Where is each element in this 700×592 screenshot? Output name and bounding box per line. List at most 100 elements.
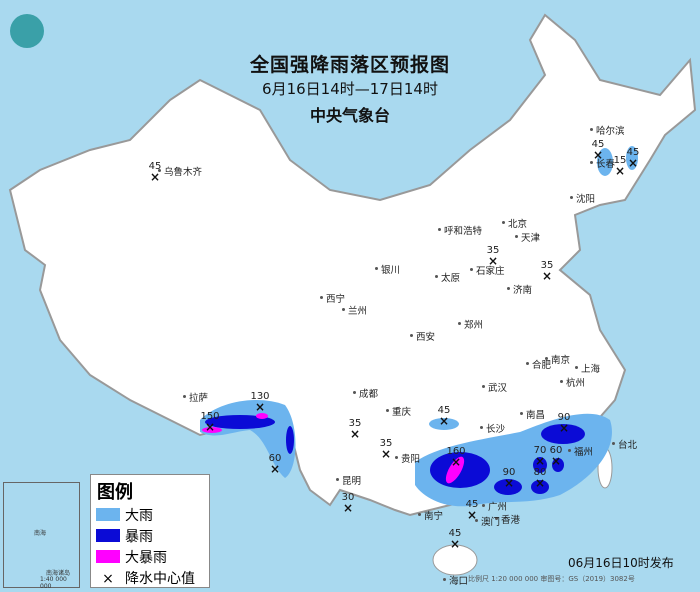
- city-label: 乌鲁木齐: [157, 164, 202, 178]
- city-label: 南昌: [519, 407, 545, 421]
- city-label: 哈尔滨: [590, 123, 625, 137]
- rain-center-marker: 150 ×: [200, 411, 220, 434]
- legend: 图例 大雨 暴雨 大暴雨 × 降水中心值: [90, 474, 210, 588]
- issuer: 中央气象台: [309, 106, 390, 125]
- cross-icon: ×: [349, 427, 361, 441]
- cross-icon: ×: [342, 501, 354, 515]
- city-label: 重庆: [385, 404, 411, 418]
- rain-center-value: 15: [613, 155, 627, 166]
- rain-center-value: 160: [446, 446, 466, 457]
- city-label: 太原: [434, 270, 460, 284]
- city-label: 上海: [574, 361, 600, 375]
- scale-note: 比例尺 1:20 000 000 审图号：GS（2019）3082号: [468, 575, 635, 583]
- rain-center-value: 45: [626, 147, 640, 158]
- city-label: 拉萨: [182, 390, 208, 404]
- cross-icon: ×: [149, 170, 161, 184]
- rain-center-value: 30: [341, 492, 355, 503]
- rain-center-value: 130: [250, 391, 270, 402]
- city-label: 沈阳: [569, 191, 595, 205]
- cross-icon: ×: [449, 537, 461, 551]
- legend-item-extreme-rainstorm: 大暴雨: [96, 546, 209, 567]
- city-label: 台北: [611, 437, 637, 451]
- rain-center-marker: 45 ×: [588, 139, 608, 162]
- rain-center-marker: 60 ×: [265, 453, 285, 476]
- rain-center-marker: 45 ×: [623, 147, 643, 170]
- rain-center-value: 35: [379, 438, 393, 449]
- rain-center-marker: 45 ×: [462, 499, 482, 522]
- city-label: 西宁: [319, 291, 345, 305]
- city-label: 福州: [567, 444, 593, 458]
- rain-center-value: 60: [549, 445, 563, 456]
- city-label: 香港: [494, 512, 520, 526]
- rain-center-marker: 30 ×: [338, 492, 358, 515]
- cross-icon: ×: [550, 454, 562, 468]
- rain-center-value: 45: [437, 405, 451, 416]
- inset-label: 南海诸岛: [46, 570, 71, 577]
- cross-icon: ×: [487, 254, 499, 268]
- cross-icon: ×: [204, 420, 216, 434]
- rain-center-marker: 35 ×: [345, 418, 365, 441]
- cross-icon: ×: [380, 447, 392, 461]
- rain-center-value: 80: [533, 467, 547, 478]
- rain-center-value: 45: [448, 528, 462, 539]
- rain-center-value: 60: [268, 453, 282, 464]
- city-label: 广州: [481, 499, 507, 513]
- legend-title: 图例: [97, 482, 133, 503]
- rain-center-marker: 160 ×: [446, 446, 466, 469]
- city-label: 银川: [374, 262, 400, 276]
- rain-center-marker: 45 ×: [145, 161, 165, 184]
- city-label: 济南: [506, 282, 532, 296]
- city-label: 武汉: [481, 380, 507, 394]
- inset-scale: 1:40 000 000: [40, 576, 67, 590]
- south-china-sea-inset: 南海 南海诸岛 1:40 000 000: [3, 482, 80, 590]
- city-label: 长沙: [479, 421, 505, 435]
- cross-icon: ×: [269, 462, 281, 476]
- city-label: 长春: [589, 156, 615, 170]
- rain-center-value: 45: [465, 499, 479, 510]
- city-label: 呼和浩特: [437, 223, 482, 237]
- rain-center-marker: 90 ×: [499, 467, 519, 490]
- rain-center-value: 90: [502, 467, 516, 478]
- legend-item-heavy-rain: 大雨: [96, 504, 209, 525]
- city-label: 南京: [544, 352, 570, 366]
- rain-center-value: 35: [348, 418, 362, 429]
- legend-item-center-value: × 降水中心值: [96, 567, 209, 588]
- rain-center-value: 150: [200, 411, 220, 422]
- inset-label: 南海: [34, 530, 47, 537]
- cross-icon: ×: [614, 164, 626, 178]
- rain-center-value: 45: [591, 139, 605, 150]
- city-label: 兰州: [341, 303, 367, 317]
- rain-center-marker: 130 ×: [250, 391, 270, 414]
- cross-icon: ×: [558, 421, 570, 435]
- cross-icon: ×: [627, 156, 639, 170]
- city-label: 西安: [409, 329, 435, 343]
- cross-icon: ×: [534, 476, 546, 490]
- hainan-island: [432, 544, 478, 576]
- city-label: 南宁: [417, 508, 443, 522]
- rain-center-value: 90: [557, 412, 571, 423]
- city-label: 海口: [442, 573, 468, 587]
- rain-center-marker: 60 ×: [546, 445, 566, 468]
- cross-icon: ×: [503, 476, 515, 490]
- rain-center-marker: 90 ×: [554, 412, 574, 435]
- rain-center-marker: 70 ×: [530, 445, 550, 468]
- cross-icon: ×: [466, 508, 478, 522]
- city-label: 成都: [352, 386, 378, 400]
- rain-center-value: 45: [148, 161, 162, 172]
- legend-item-rainstorm: 暴雨: [96, 525, 209, 546]
- rain-center-marker: 35 ×: [376, 438, 396, 461]
- cross-icon: ×: [450, 455, 462, 469]
- city-label: 澳门: [474, 514, 500, 528]
- rain-center-value: 35: [486, 245, 500, 256]
- map-title: 全国强降雨落区预报图: [249, 54, 450, 76]
- cross-icon: ×: [592, 148, 604, 162]
- city-label: 郑州: [457, 317, 483, 331]
- rain-center-marker: 45 ×: [445, 528, 465, 551]
- rain-center-value: 35: [540, 260, 554, 271]
- city-label: 杭州: [559, 375, 585, 389]
- city-label: 北京: [501, 216, 527, 230]
- rain-center-value: 70: [533, 445, 547, 456]
- cross-icon: ×: [102, 571, 114, 587]
